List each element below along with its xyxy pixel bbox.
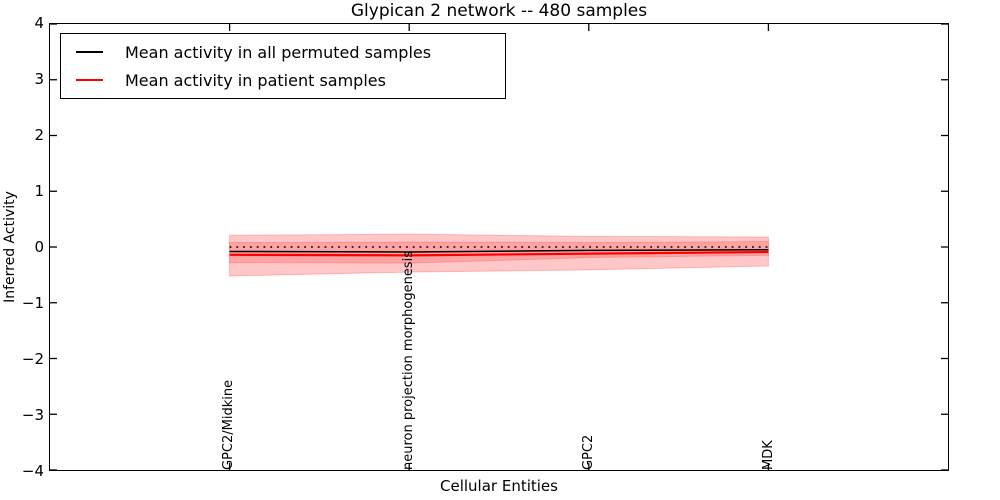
legend-item: Mean activity in patient samples	[61, 66, 505, 94]
series-line-0	[229, 249, 769, 253]
legend-item-label: Mean activity in all permuted samples	[125, 42, 432, 62]
y-tick-label: 3	[34, 70, 44, 88]
y-tick-label: 4	[34, 14, 44, 32]
legend-line-sample	[76, 51, 103, 53]
legend-item-label: Mean activity in patient samples	[125, 70, 386, 90]
plot-area: Mean activity in all permuted samples Mea…	[49, 23, 949, 471]
y-tick-label: −4	[21, 462, 44, 480]
x-tick-label: MDK	[761, 440, 776, 470]
x-tick-label: neuron projection morphogenesis	[401, 251, 416, 470]
y-tick-label: 2	[34, 126, 44, 144]
legend-line-sample	[76, 79, 103, 81]
x-tick-label: GPC2	[581, 434, 596, 470]
std-band-1	[229, 240, 769, 264]
legend: Mean activity in all permuted samples Mea…	[60, 33, 506, 99]
y-tick-label: −2	[21, 350, 44, 368]
plot-canvas	[50, 24, 948, 470]
x-axis-label: Cellular Entities	[440, 477, 558, 495]
y-tick-label: 0	[34, 238, 44, 256]
legend-item: Mean activity in all permuted samples	[61, 38, 505, 66]
series-line-1	[229, 250, 769, 257]
y-tick-label: 1	[34, 182, 44, 200]
y-tick-label: −1	[21, 294, 44, 312]
x-tick-label: GPC2/Midkine	[221, 379, 236, 470]
chart-title: Glypican 2 network -- 480 samples	[350, 1, 648, 21]
y-tick-label: −3	[21, 406, 44, 424]
